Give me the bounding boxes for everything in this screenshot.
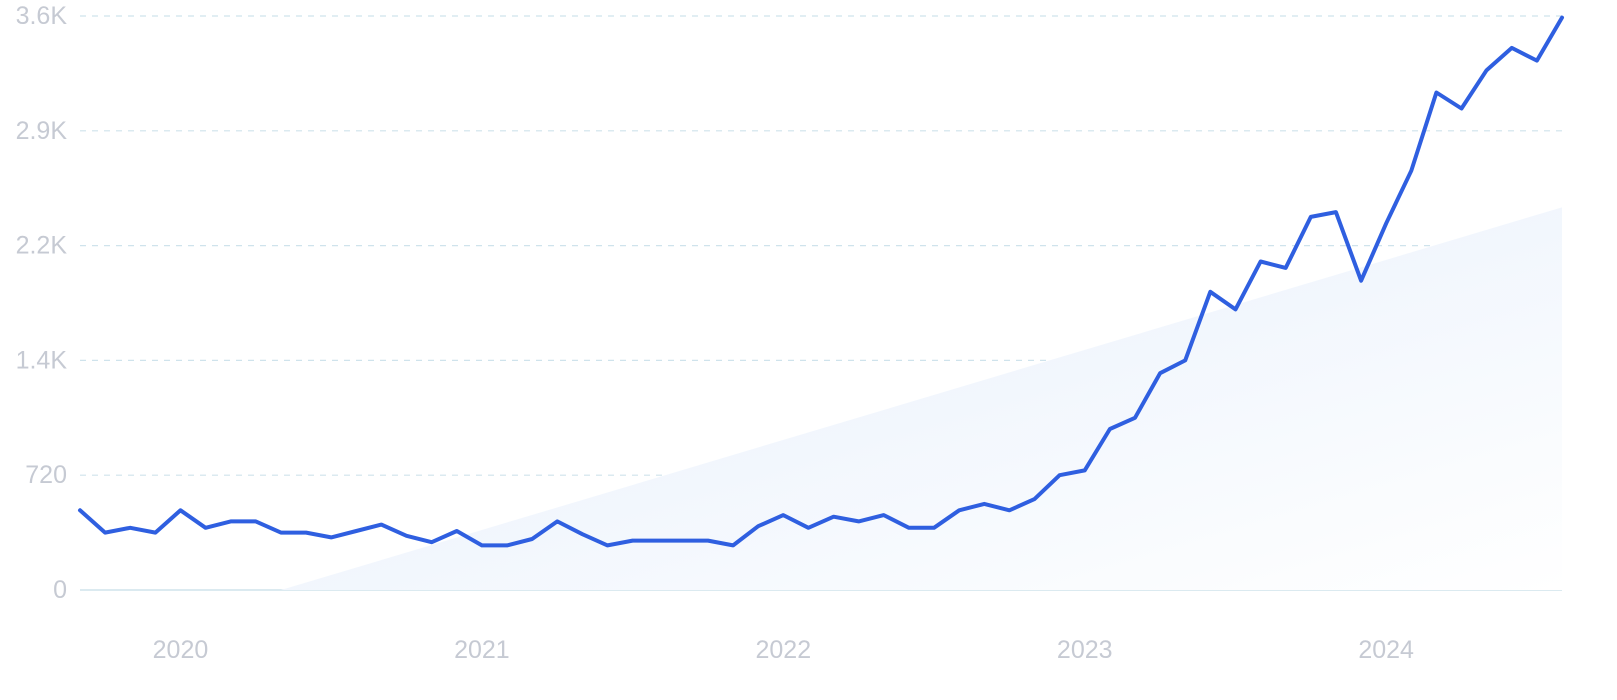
- x-tick-label: 2020: [153, 636, 209, 664]
- y-tick-label: 1.4K: [16, 346, 68, 374]
- series-layer: [78, 15, 1564, 548]
- y-axis: 0 720 1.4K 2.2K 2.9K 3.6K: [16, 2, 68, 604]
- x-tick-label: 2023: [1057, 636, 1113, 664]
- y-tick-label: 2.9K: [16, 117, 68, 145]
- y-tick-label: 3.6K: [16, 2, 68, 30]
- series-line: [78, 15, 1564, 548]
- y-tick-label: 720: [25, 461, 67, 489]
- trend-area: [280, 207, 1562, 591]
- trend-area-shape: [280, 207, 1562, 591]
- x-tick-label: 2024: [1358, 636, 1414, 664]
- x-axis: 2020 2021 2022 2023 2024: [153, 636, 1414, 664]
- x-tick-label: 2021: [454, 636, 510, 664]
- x-tick-label: 2022: [756, 636, 812, 664]
- y-tick-label: 0: [53, 576, 67, 604]
- y-tick-label: 2.2K: [16, 232, 68, 260]
